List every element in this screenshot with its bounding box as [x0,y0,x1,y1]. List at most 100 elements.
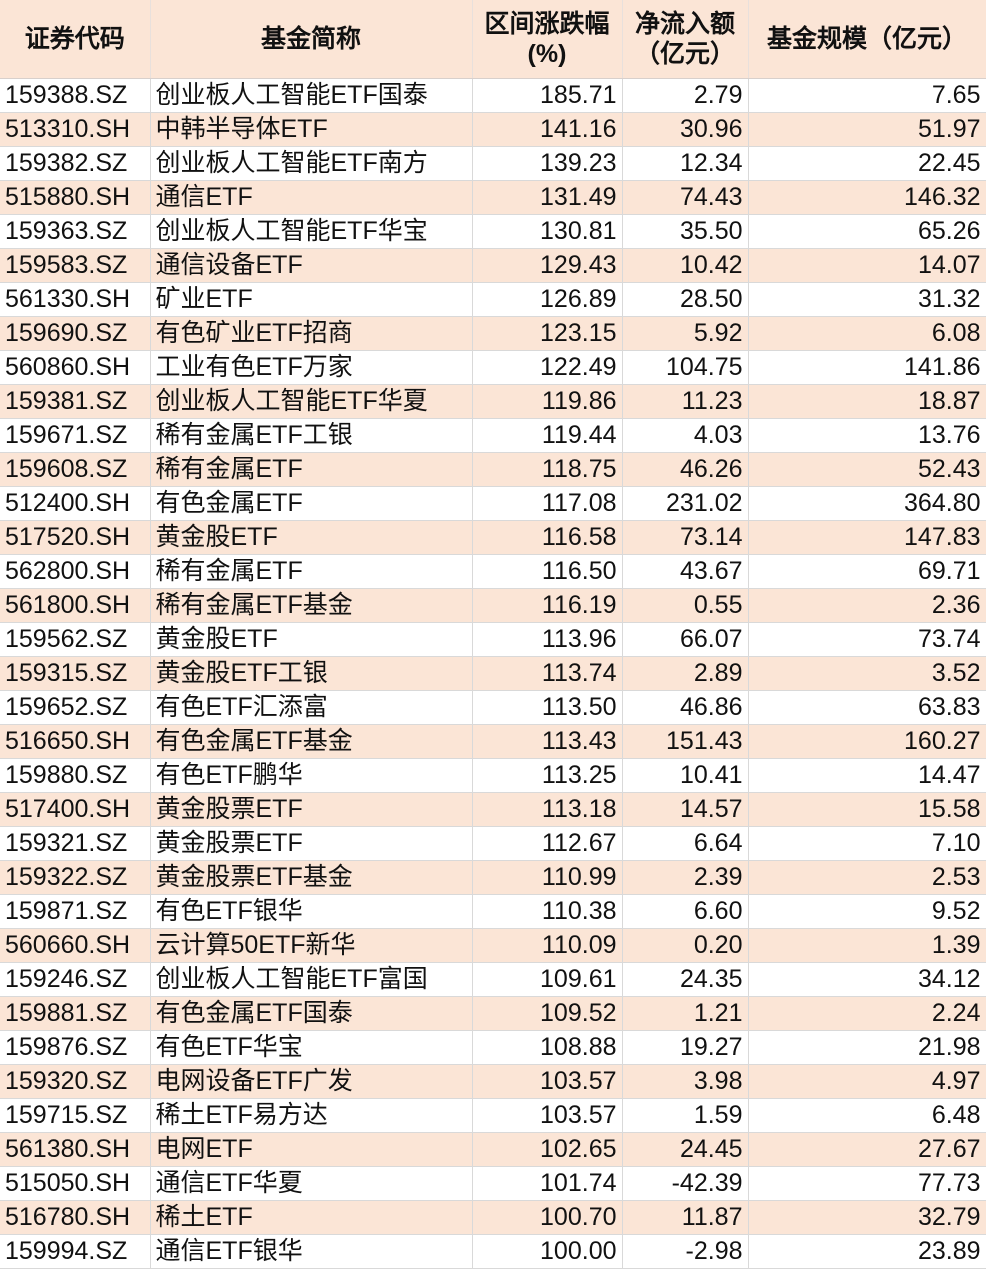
cell-flow: 11.87 [622,1200,749,1235]
cell-flow: 2.79 [622,78,749,113]
cell-code: 159652.SZ [0,690,151,725]
cell-change: 100.00 [472,1234,623,1269]
cell-code: 562800.SH [0,554,151,589]
cell-change: 103.57 [472,1098,623,1133]
table-row: 159382.SZ 创业板人工智能ETF南方 139.23 12.34 22.45 [0,146,986,181]
cell-name: 云计算50ETF新华 [150,928,473,963]
cell-change: 131.49 [472,180,623,215]
cell-name: 有色金属ETF [150,486,473,521]
cell-scale: 15.58 [748,792,986,827]
table-row: 159715.SZ 稀土ETF易方达 103.57 1.59 6.48 [0,1098,986,1133]
cell-code: 560860.SH [0,350,151,385]
cell-scale: 147.83 [748,520,986,555]
cell-scale: 1.39 [748,928,986,963]
cell-scale: 52.43 [748,452,986,487]
table-row: 159880.SZ 有色ETF鹏华 113.25 10.41 14.47 [0,758,986,793]
cell-code: 159381.SZ [0,384,151,419]
cell-scale: 77.73 [748,1166,986,1201]
cell-flow: 19.27 [622,1030,749,1065]
cell-code: 517520.SH [0,520,151,555]
cell-flow: 11.23 [622,384,749,419]
cell-code: 516650.SH [0,724,151,759]
cell-name: 黄金股票ETF [150,826,473,861]
cell-name: 创业板人工智能ETF华宝 [150,214,473,249]
cell-change: 129.43 [472,248,623,283]
cell-scale: 146.32 [748,180,986,215]
cell-flow: 2.89 [622,656,749,691]
cell-change: 118.75 [472,452,623,487]
table-row: 515050.SH 通信ETF华夏 101.74 -42.39 77.73 [0,1166,986,1201]
cell-name: 有色ETF华宝 [150,1030,473,1065]
cell-flow: 5.92 [622,316,749,351]
cell-scale: 23.89 [748,1234,986,1269]
cell-change: 185.71 [472,78,623,113]
cell-scale: 14.47 [748,758,986,793]
cell-change: 113.25 [472,758,623,793]
table-row: 561380.SH 电网ETF 102.65 24.45 27.67 [0,1132,986,1167]
table-row: 159246.SZ 创业板人工智能ETF富国 109.61 24.35 34.12 [0,962,986,997]
cell-code: 159880.SZ [0,758,151,793]
cell-name: 有色ETF银华 [150,894,473,929]
table-row: 159871.SZ 有色ETF银华 110.38 6.60 9.52 [0,894,986,929]
table-row: 515880.SH 通信ETF 131.49 74.43 146.32 [0,180,986,215]
cell-name: 创业板人工智能ETF华夏 [150,384,473,419]
cell-code: 516780.SH [0,1200,151,1235]
cell-scale: 31.32 [748,282,986,317]
cell-scale: 7.65 [748,78,986,113]
cell-scale: 364.80 [748,486,986,521]
cell-flow: 74.43 [622,180,749,215]
table-row: 516650.SH 有色金属ETF基金 113.43 151.43 160.27 [0,724,986,759]
cell-change: 117.08 [472,486,623,521]
table-row: 561800.SH 稀有金属ETF基金 116.19 0.55 2.36 [0,588,986,623]
cell-code: 159388.SZ [0,78,151,113]
cell-flow: -2.98 [622,1234,749,1269]
cell-name: 稀有金属ETF [150,554,473,589]
table-row: 159881.SZ 有色金属ETF国泰 109.52 1.21 2.24 [0,996,986,1031]
cell-flow: 151.43 [622,724,749,759]
table-row: 159671.SZ 稀有金属ETF工银 119.44 4.03 13.76 [0,418,986,453]
cell-scale: 34.12 [748,962,986,997]
cell-change: 113.74 [472,656,623,691]
cell-flow: 3.98 [622,1064,749,1099]
table-row: 159608.SZ 稀有金属ETF 118.75 46.26 52.43 [0,452,986,487]
cell-name: 创业板人工智能ETF国泰 [150,78,473,113]
table-row: 517520.SH 黄金股ETF 116.58 73.14 147.83 [0,520,986,555]
cell-change: 130.81 [472,214,623,249]
table-row: 159562.SZ 黄金股ETF 113.96 66.07 73.74 [0,622,986,657]
cell-scale: 69.71 [748,554,986,589]
cell-name: 有色矿业ETF招商 [150,316,473,351]
cell-name: 黄金股ETF [150,520,473,555]
cell-change: 113.43 [472,724,623,759]
table-row: 560860.SH 工业有色ETF万家 122.49 104.75 141.86 [0,350,986,385]
cell-change: 113.50 [472,690,623,725]
cell-flow: 46.26 [622,452,749,487]
cell-name: 通信ETF银华 [150,1234,473,1269]
table-row: 561330.SH 矿业ETF 126.89 28.50 31.32 [0,282,986,317]
cell-code: 159671.SZ [0,418,151,453]
cell-code: 561380.SH [0,1132,151,1167]
cell-flow: 43.67 [622,554,749,589]
table-row: 560660.SH 云计算50ETF新华 110.09 0.20 1.39 [0,928,986,963]
cell-scale: 65.26 [748,214,986,249]
table-row: 159876.SZ 有色ETF华宝 108.88 19.27 21.98 [0,1030,986,1065]
cell-code: 512400.SH [0,486,151,521]
cell-name: 通信ETF华夏 [150,1166,473,1201]
cell-code: 159871.SZ [0,894,151,929]
cell-code: 159322.SZ [0,860,151,895]
cell-flow: 35.50 [622,214,749,249]
cell-flow: 30.96 [622,112,749,147]
cell-code: 513310.SH [0,112,151,147]
cell-flow: 10.41 [622,758,749,793]
table-row: 512400.SH 有色金属ETF 117.08 231.02 364.80 [0,486,986,521]
cell-scale: 160.27 [748,724,986,759]
cell-change: 116.19 [472,588,623,623]
header-name: 基金简称 [150,0,473,79]
cell-scale: 14.07 [748,248,986,283]
cell-name: 通信ETF [150,180,473,215]
table-row: 159381.SZ 创业板人工智能ETF华夏 119.86 11.23 18.87 [0,384,986,419]
cell-flow: 24.35 [622,962,749,997]
header-flow: 净流入额 （亿元） [622,0,749,79]
cell-code: 515880.SH [0,180,151,215]
cell-name: 黄金股票ETF [150,792,473,827]
cell-scale: 22.45 [748,146,986,181]
